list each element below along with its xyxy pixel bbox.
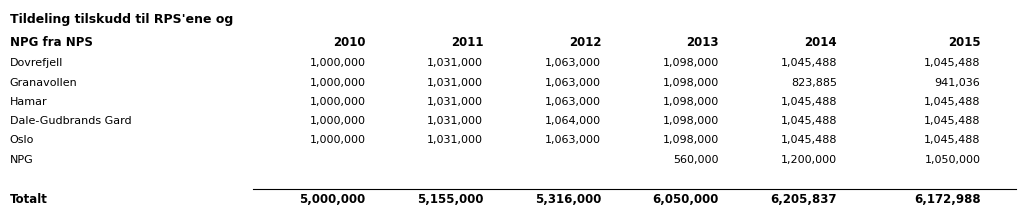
- Text: 1,045,488: 1,045,488: [924, 58, 981, 68]
- Text: 5,316,000: 5,316,000: [535, 193, 601, 207]
- Text: 1,031,000: 1,031,000: [428, 58, 483, 68]
- Text: 1,045,488: 1,045,488: [780, 135, 837, 145]
- Text: 1,045,488: 1,045,488: [924, 135, 981, 145]
- Text: 1,063,000: 1,063,000: [545, 135, 601, 145]
- Text: 1,063,000: 1,063,000: [545, 78, 601, 88]
- Text: 1,045,488: 1,045,488: [780, 116, 837, 126]
- Text: 1,031,000: 1,031,000: [428, 78, 483, 88]
- Text: Oslo: Oslo: [9, 135, 34, 145]
- Text: Totalt: Totalt: [9, 193, 47, 207]
- Text: 1,031,000: 1,031,000: [428, 116, 483, 126]
- Text: 1,064,000: 1,064,000: [545, 116, 601, 126]
- Text: 1,098,000: 1,098,000: [663, 97, 719, 107]
- Text: 1,031,000: 1,031,000: [428, 135, 483, 145]
- Text: Dale-Gudbrands Gard: Dale-Gudbrands Gard: [9, 116, 132, 126]
- Text: 1,063,000: 1,063,000: [545, 97, 601, 107]
- Text: 1,000,000: 1,000,000: [309, 97, 365, 107]
- Text: 2014: 2014: [804, 36, 837, 49]
- Text: 1,098,000: 1,098,000: [663, 116, 719, 126]
- Text: NPG: NPG: [9, 155, 33, 165]
- Text: 2011: 2011: [450, 36, 483, 49]
- Text: 6,050,000: 6,050,000: [653, 193, 719, 207]
- Text: NPG fra NPS: NPG fra NPS: [9, 36, 93, 49]
- Text: Hamar: Hamar: [9, 97, 47, 107]
- Text: 1,098,000: 1,098,000: [663, 78, 719, 88]
- Text: Dovrefjell: Dovrefjell: [9, 58, 63, 68]
- Text: 941,036: 941,036: [934, 78, 981, 88]
- Text: 1,000,000: 1,000,000: [309, 116, 365, 126]
- Text: 1,098,000: 1,098,000: [663, 58, 719, 68]
- Text: Granavollen: Granavollen: [9, 78, 77, 88]
- Text: 1,045,488: 1,045,488: [780, 58, 837, 68]
- Text: 2010: 2010: [333, 36, 365, 49]
- Text: 1,045,488: 1,045,488: [780, 97, 837, 107]
- Text: 1,000,000: 1,000,000: [309, 78, 365, 88]
- Text: 6,172,988: 6,172,988: [914, 193, 981, 207]
- Text: 2013: 2013: [687, 36, 719, 49]
- Text: 1,045,488: 1,045,488: [924, 116, 981, 126]
- Text: 1,000,000: 1,000,000: [309, 135, 365, 145]
- Text: 1,098,000: 1,098,000: [663, 135, 719, 145]
- Text: 2012: 2012: [568, 36, 601, 49]
- Text: 2015: 2015: [948, 36, 981, 49]
- Text: 1,200,000: 1,200,000: [781, 155, 837, 165]
- Text: 823,885: 823,885: [791, 78, 837, 88]
- Text: 1,000,000: 1,000,000: [309, 58, 365, 68]
- Text: 1,050,000: 1,050,000: [924, 155, 981, 165]
- Text: 560,000: 560,000: [673, 155, 719, 165]
- Text: 1,031,000: 1,031,000: [428, 97, 483, 107]
- Text: 5,155,000: 5,155,000: [416, 193, 483, 207]
- Text: 6,205,837: 6,205,837: [770, 193, 837, 207]
- Text: 1,063,000: 1,063,000: [545, 58, 601, 68]
- Text: 5,000,000: 5,000,000: [299, 193, 365, 207]
- Text: 1,045,488: 1,045,488: [924, 97, 981, 107]
- Text: Tildeling tilskudd til RPS'ene og: Tildeling tilskudd til RPS'ene og: [9, 13, 232, 26]
